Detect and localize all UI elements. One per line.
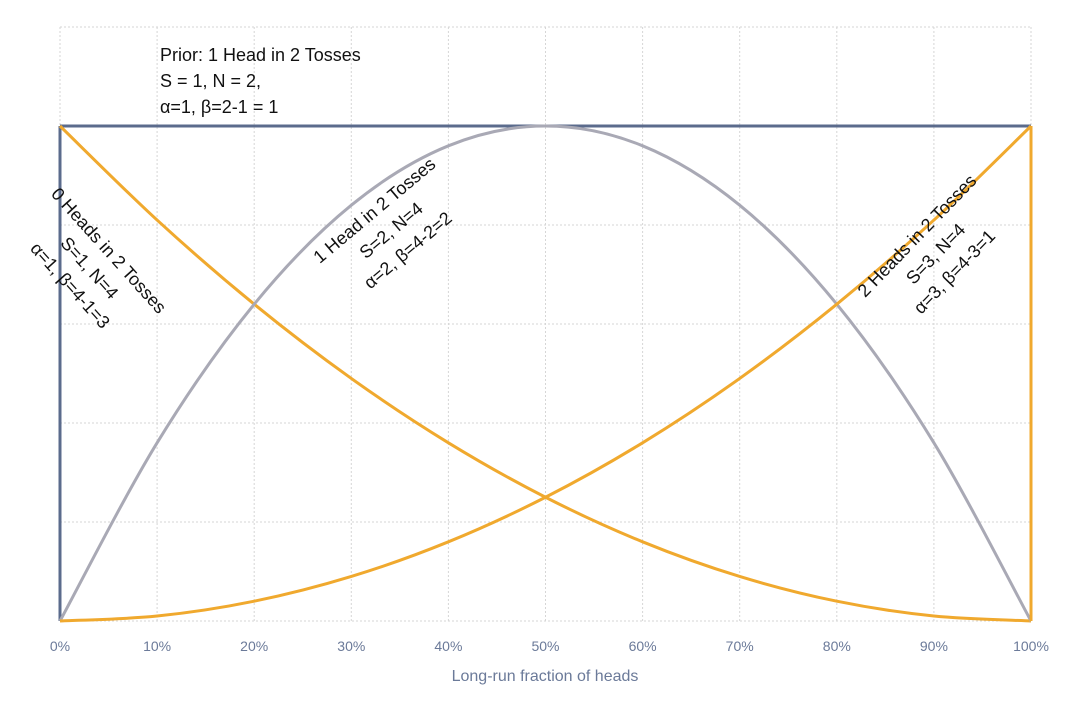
x-tick-label: 70% bbox=[726, 638, 754, 654]
annotation-prior: Prior: 1 Head in 2 Tosses S = 1, N = 2, … bbox=[160, 45, 361, 117]
x-tick-label: 40% bbox=[434, 638, 462, 654]
series-line-4 bbox=[59, 124, 1033, 623]
series-line-3 bbox=[58, 124, 1033, 622]
x-tick-label: 50% bbox=[531, 638, 559, 654]
x-tick-label: 10% bbox=[143, 638, 171, 654]
prior-line-1: Prior: 1 Head in 2 Tosses bbox=[160, 45, 361, 65]
prior-line-3: α=1, β=2-1 = 1 bbox=[160, 97, 278, 117]
x-tick-labels: 0% 10% 20% 30% 40% 50% 60% 70% 80% 90% 100% bbox=[50, 638, 1049, 654]
prior-line-2: S = 1, N = 2, bbox=[160, 71, 261, 91]
series-group bbox=[58, 124, 1033, 623]
x-axis-title: Long-run fraction of heads bbox=[452, 668, 639, 685]
x-tick-label: 90% bbox=[920, 638, 948, 654]
x-tick-label: 30% bbox=[337, 638, 365, 654]
series-line-2 bbox=[58, 124, 1032, 623]
x-tick-label: 100% bbox=[1013, 638, 1049, 654]
x-tick-label: 80% bbox=[823, 638, 851, 654]
annotation-two-heads: 2 Heads in 2 Tosses S=3, N=4 α=3, β=4-3=… bbox=[854, 171, 1000, 318]
grid bbox=[59, 26, 1032, 622]
x-tick-label: 20% bbox=[240, 638, 268, 654]
x-tick-label: 60% bbox=[629, 638, 657, 654]
x-tick-label: 0% bbox=[50, 638, 70, 654]
